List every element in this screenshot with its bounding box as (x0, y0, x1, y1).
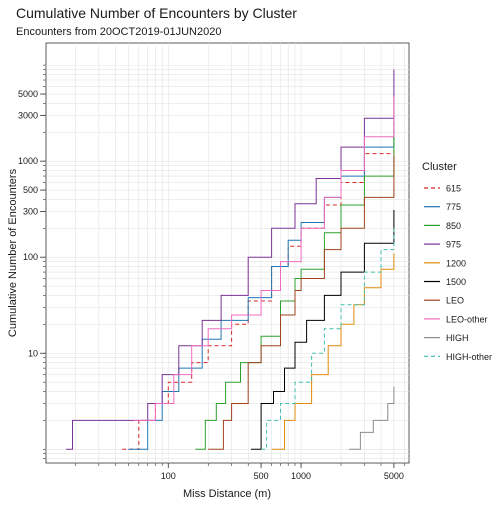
series-line-1200 (271, 253, 395, 450)
x-tick-label: 500 (254, 471, 269, 481)
legend-label-615: 615 (446, 184, 461, 194)
series-layer (66, 69, 395, 450)
legend-title: Cluster (422, 161, 457, 173)
x-axis-ticks: 100 500 1000 5000 (161, 463, 404, 481)
y-tick-label: 5000 (18, 89, 38, 99)
series-line-850 (195, 134, 395, 450)
legend-label-975: 975 (446, 240, 461, 250)
legend-label-775: 775 (446, 202, 461, 212)
plot-panel (45, 42, 410, 464)
legend-label-high-other: HIGH-other (446, 352, 492, 362)
x-axis-label: Miss Distance (m) (183, 488, 271, 500)
legend-label-leo-other: LEO-other (446, 314, 488, 324)
y-axis-label: Cumulative Number of Encounters (7, 168, 19, 337)
series-line-high-other (261, 228, 395, 450)
y-tick-label: 300 (23, 206, 38, 216)
legend-label-leo: LEO (446, 296, 464, 306)
y-tick-label: 500 (23, 185, 38, 195)
series-line-975 (66, 69, 395, 450)
x-tick-label: 100 (161, 471, 176, 481)
y-tick-label: 10 (28, 348, 38, 358)
series-line-high (349, 386, 395, 450)
chart-title: Cumulative Number of Encounters by Clust… (16, 5, 297, 21)
legend-label-high: HIGH (446, 333, 469, 343)
x-tick-label: 5000 (384, 471, 404, 481)
legend-label-850: 850 (446, 221, 461, 231)
legend-label-1500: 1500 (446, 277, 466, 287)
grid (46, 43, 409, 463)
y-axis-ticks: 10 100 300 500 1000 3000 5000 (18, 89, 46, 358)
chart-subtitle: Encounters from 20OCT2019-01JUN2020 (16, 26, 221, 38)
y-tick-label: 3000 (18, 110, 38, 120)
series-line-leo (208, 155, 395, 450)
x-tick-label: 1000 (291, 471, 311, 481)
legend-label-1200: 1200 (446, 258, 466, 268)
legend: Cluster 615 775 850 975 1200 1500 LEO LEO-other… (422, 161, 492, 362)
y-tick-label: 1000 (18, 156, 38, 166)
series-line-leo-other (133, 96, 395, 421)
y-tick-label: 100 (23, 252, 38, 262)
